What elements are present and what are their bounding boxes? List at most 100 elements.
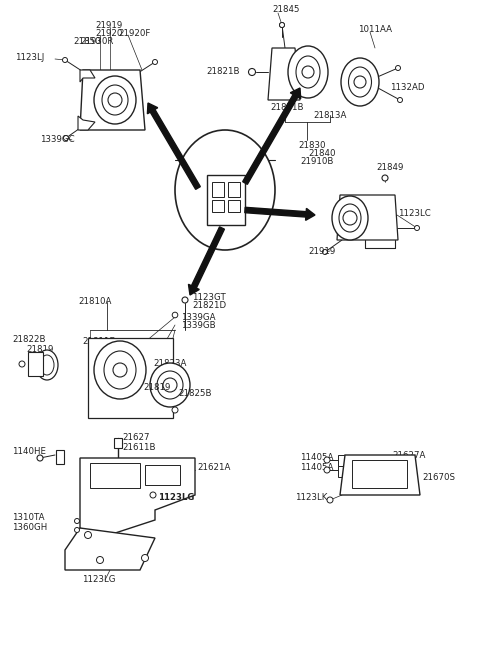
Text: 21621A: 21621A — [197, 463, 230, 472]
Polygon shape — [80, 70, 145, 130]
Bar — [88, 338, 173, 418]
Text: 1123LG: 1123LG — [82, 576, 116, 585]
Ellipse shape — [157, 371, 183, 399]
Ellipse shape — [339, 204, 361, 232]
Ellipse shape — [36, 350, 58, 380]
Text: 21819: 21819 — [26, 346, 53, 355]
Text: 21822B: 21822B — [12, 336, 46, 344]
Ellipse shape — [104, 351, 136, 389]
Circle shape — [172, 312, 178, 318]
Circle shape — [343, 211, 357, 225]
Circle shape — [153, 60, 157, 64]
Bar — [212, 182, 224, 197]
Ellipse shape — [150, 363, 190, 407]
Ellipse shape — [175, 130, 275, 250]
Text: 11405A: 11405A — [300, 453, 334, 463]
Text: 1339GC: 1339GC — [40, 135, 74, 145]
Ellipse shape — [341, 58, 379, 106]
Polygon shape — [340, 455, 420, 495]
Ellipse shape — [296, 56, 320, 88]
Text: 21930R: 21930R — [80, 37, 113, 45]
Text: 21823A: 21823A — [153, 359, 186, 367]
Bar — [338, 466, 345, 477]
Text: 21825B: 21825B — [178, 388, 212, 397]
Ellipse shape — [102, 85, 128, 115]
Circle shape — [279, 22, 285, 28]
Ellipse shape — [94, 76, 136, 124]
Circle shape — [397, 97, 403, 102]
Polygon shape — [337, 195, 398, 240]
Ellipse shape — [348, 67, 372, 97]
Polygon shape — [243, 88, 300, 185]
Text: 21811E: 21811E — [82, 338, 115, 346]
Circle shape — [415, 225, 420, 231]
Text: 21611B: 21611B — [122, 443, 156, 451]
Circle shape — [63, 135, 69, 141]
Polygon shape — [80, 458, 195, 538]
Text: 1123LC: 1123LC — [398, 208, 431, 217]
Text: 21920: 21920 — [95, 28, 122, 37]
Circle shape — [382, 175, 388, 181]
Polygon shape — [245, 208, 315, 220]
Text: 21830: 21830 — [298, 141, 325, 150]
Text: 1140HE: 1140HE — [12, 447, 46, 457]
Circle shape — [323, 250, 327, 254]
Text: 21845: 21845 — [272, 5, 300, 14]
Text: 21810A: 21810A — [78, 298, 111, 307]
Bar — [228, 182, 240, 197]
Ellipse shape — [332, 196, 368, 240]
Text: 1011AA: 1011AA — [358, 26, 392, 35]
Circle shape — [142, 555, 148, 562]
Circle shape — [84, 532, 92, 539]
Ellipse shape — [94, 341, 146, 399]
Text: 21920F: 21920F — [118, 28, 150, 37]
Circle shape — [74, 528, 80, 533]
Polygon shape — [78, 116, 95, 130]
Text: 21910B: 21910B — [300, 156, 334, 166]
Circle shape — [96, 556, 104, 564]
Text: 1339GB: 1339GB — [181, 321, 216, 330]
Text: 1123LJ: 1123LJ — [15, 53, 44, 62]
Bar — [56, 450, 64, 464]
Bar — [207, 175, 245, 225]
Text: 21627A: 21627A — [392, 451, 425, 459]
Circle shape — [182, 297, 188, 303]
Circle shape — [74, 518, 80, 524]
Text: 21627: 21627 — [122, 434, 149, 443]
Polygon shape — [189, 227, 225, 295]
Text: 21821D: 21821D — [192, 302, 226, 311]
Circle shape — [150, 492, 156, 498]
Text: 21813A: 21813A — [313, 110, 347, 120]
Text: 21831B: 21831B — [270, 104, 303, 112]
Text: 21919: 21919 — [308, 248, 335, 256]
Circle shape — [324, 467, 330, 473]
Text: 21849: 21849 — [376, 164, 403, 173]
Circle shape — [327, 497, 333, 503]
Bar — [352, 460, 407, 488]
Bar — [28, 352, 43, 376]
Polygon shape — [65, 528, 155, 570]
Text: 21819: 21819 — [143, 382, 170, 392]
Text: 1132AD: 1132AD — [390, 83, 424, 93]
Circle shape — [279, 22, 285, 28]
Bar — [338, 455, 345, 466]
Polygon shape — [80, 70, 95, 82]
Circle shape — [396, 66, 400, 70]
Circle shape — [108, 93, 122, 107]
Circle shape — [302, 66, 314, 78]
Bar — [212, 200, 224, 212]
Polygon shape — [268, 48, 300, 100]
Text: 1123LG: 1123LG — [158, 493, 194, 503]
Circle shape — [163, 378, 177, 392]
Text: 21670S: 21670S — [422, 472, 455, 482]
Text: 21611B: 21611B — [382, 468, 416, 476]
Text: 21840: 21840 — [308, 148, 336, 158]
Text: 21919: 21919 — [95, 20, 122, 30]
Text: 21821B: 21821B — [206, 66, 240, 76]
Bar — [145, 465, 180, 485]
Circle shape — [113, 363, 127, 377]
Ellipse shape — [40, 355, 54, 375]
Text: 1123GT: 1123GT — [192, 294, 226, 302]
Text: 11405A: 11405A — [300, 463, 334, 472]
Circle shape — [324, 457, 330, 463]
